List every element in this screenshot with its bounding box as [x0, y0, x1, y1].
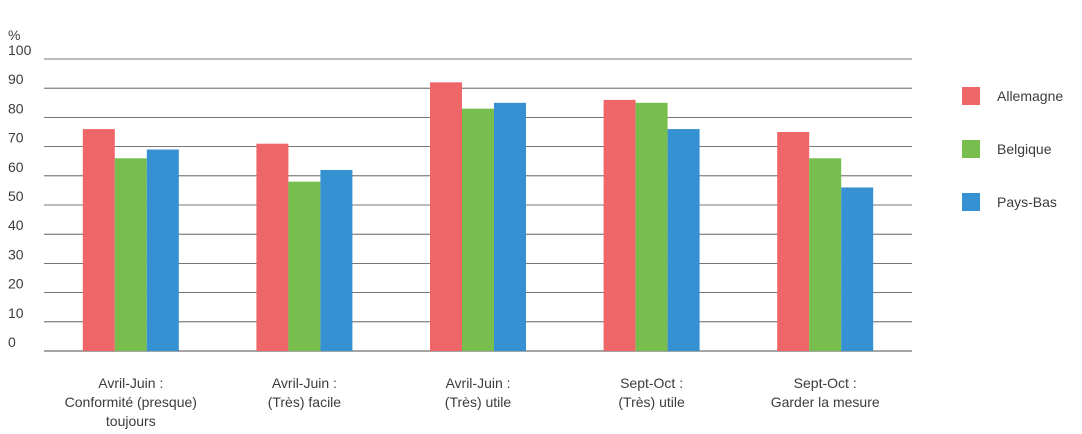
x-category-label-2: Avril-Juin : (Très) facile — [268, 375, 342, 410]
y-axis-unit-label: % — [8, 27, 20, 43]
x-category-label-1: Avril-Juin : Conformité (presque) toujours — [65, 375, 197, 429]
bar-allemagne-3 — [430, 82, 462, 352]
y-axis-ticks: 0 10 20 30 40 50 60 70 80 90 100 — [8, 42, 32, 350]
y-tick-label-90: 90 — [8, 71, 24, 87]
legend-label-pays-bas: Pays-Bas — [997, 194, 1057, 210]
y-tick-label-20: 20 — [8, 276, 24, 292]
y-tick-label-50: 50 — [8, 188, 24, 204]
y-tick-label-10: 10 — [8, 305, 24, 321]
legend-swatch-allemagne — [962, 87, 980, 105]
bar-pays-bas-1 — [146, 149, 179, 351]
y-tick-label-30: 30 — [8, 246, 24, 262]
legend-label-belgique: Belgique — [997, 141, 1052, 157]
x-axis-labels: Avril-Juin : Conformité (presque) toujours… — [65, 375, 880, 429]
bar-allemagne-1 — [82, 129, 115, 351]
y-tick-label-60: 60 — [8, 159, 24, 175]
legend-swatch-belgique — [962, 140, 980, 158]
bar-belgique-4 — [635, 102, 668, 351]
y-tick-label-100: 100 — [8, 42, 32, 58]
bar-pays-bas-3 — [494, 102, 526, 351]
bar-allemagne-5 — [777, 132, 810, 351]
legend: Allemagne Belgique Pays-Bas — [962, 86, 1077, 245]
x-category-label-4: Sept-Oct : (Très) utile — [618, 375, 685, 410]
legend-swatch-pays-bas — [962, 193, 980, 211]
bar-belgique-2 — [288, 181, 321, 351]
bar-allemagne-4 — [603, 99, 636, 351]
legend-item-pays-bas: Pays-Bas — [962, 192, 1077, 212]
bar-pays-bas-2 — [320, 169, 353, 351]
y-tick-label-40: 40 — [8, 217, 24, 233]
x-category-label-5: Sept-Oct : Garder la mesure — [771, 375, 880, 410]
y-tick-label-0: 0 — [8, 334, 16, 350]
x-category-label-3: Avril-Juin : (Très) utile — [445, 375, 512, 410]
legend-item-belgique: Belgique — [962, 139, 1077, 159]
y-tick-label-70: 70 — [8, 130, 24, 146]
bar-belgique-3 — [462, 108, 494, 351]
bar-pays-bas-4 — [667, 129, 700, 351]
bar-allemagne-2 — [256, 143, 289, 351]
bar-belgique-1 — [114, 158, 147, 351]
bar-pays-bas-5 — [841, 187, 874, 351]
y-tick-label-80: 80 — [8, 100, 24, 116]
bar-belgique-5 — [809, 158, 842, 351]
legend-item-allemagne: Allemagne — [962, 86, 1077, 106]
legend-label-allemagne: Allemagne — [997, 88, 1064, 104]
bars — [82, 82, 874, 352]
